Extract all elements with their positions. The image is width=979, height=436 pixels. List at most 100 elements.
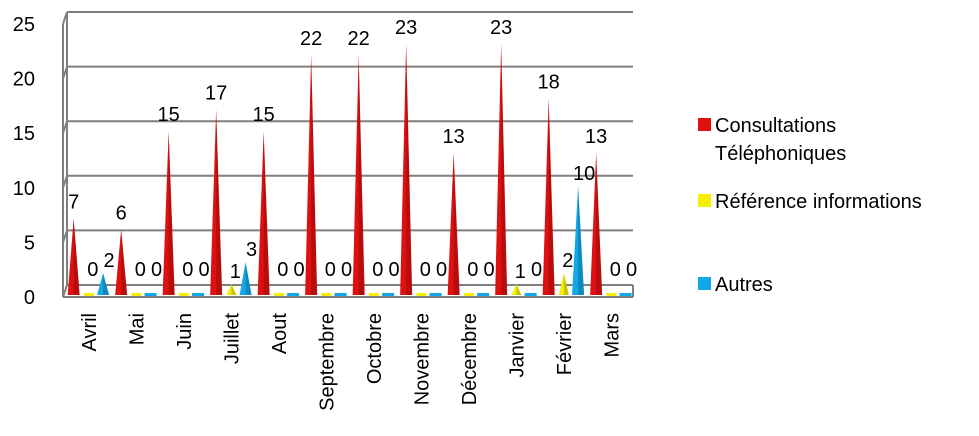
cone-flat-2-6 <box>382 293 395 296</box>
data-label: 0 <box>87 259 98 281</box>
axes <box>62 12 634 298</box>
x-tick-label: Juin <box>174 313 196 350</box>
cone-flat-1-11 <box>606 293 617 296</box>
data-label: 13 <box>443 126 465 148</box>
data-label: 1 <box>515 261 526 283</box>
cone-flat-1-8 <box>463 293 474 296</box>
cone-shade-1-9 <box>516 284 522 295</box>
cone-0-10 <box>542 98 555 295</box>
cone-0-7 <box>400 43 413 296</box>
cone-0-0 <box>67 218 80 295</box>
y-tick-label: 0 <box>24 287 35 309</box>
legend: Consultations Téléphoniques Référence in… <box>698 112 979 312</box>
legend-label-consultations: Consultations Téléphoniques <box>715 115 847 165</box>
cone-flat-2-11 <box>619 293 632 296</box>
cone-flat-2-2 <box>192 293 205 296</box>
cone-shade-0-2 <box>168 131 175 295</box>
cone-shade-1-3 <box>231 284 237 295</box>
data-label: 0 <box>182 259 193 281</box>
x-tick-label: Juillet <box>221 313 243 365</box>
data-label: 0 <box>626 259 637 281</box>
data-label: 0 <box>389 259 400 281</box>
data-label: 0 <box>372 259 383 281</box>
data-label: 23 <box>395 17 417 39</box>
cone-flat-2-8 <box>477 293 490 296</box>
cone-1-3 <box>226 284 237 295</box>
cone-flat-1-7 <box>416 293 427 296</box>
cone-flat-2-5 <box>334 293 347 296</box>
x-tick-label: Mai <box>126 313 148 345</box>
cone-flat-2-4 <box>287 293 300 296</box>
x-tick-label: Décembre <box>459 313 481 405</box>
cone-shade-0-10 <box>548 98 555 295</box>
cone-shade-1-10 <box>563 273 569 295</box>
data-label: 0 <box>325 259 336 281</box>
cone-shade-0-5 <box>311 54 318 296</box>
y-tick-label: 25 <box>13 14 35 36</box>
cone-1-10 <box>558 273 569 295</box>
cone-shade-0-9 <box>501 43 508 296</box>
data-label: 15 <box>253 104 275 126</box>
y-tick-label: 5 <box>24 232 35 254</box>
y-tick-label: 20 <box>13 69 35 91</box>
cone-shade-0-3 <box>216 109 223 295</box>
data-label: 23 <box>490 17 512 39</box>
cone-0-6 <box>352 54 365 296</box>
x-tick-labels: Avril Mai Juin Juillet Aout Septembre Octobre N… <box>79 313 624 411</box>
y-tick-label: 15 <box>13 123 35 145</box>
x-tick-label: Mars <box>601 313 623 357</box>
x-tick-label: Février <box>554 313 576 376</box>
data-label: 0 <box>199 259 210 281</box>
cone-0-4 <box>257 131 270 295</box>
legend-swatch-reference <box>698 194 711 207</box>
cone-flat-1-2 <box>178 293 189 296</box>
cone-shade-0-7 <box>406 43 413 296</box>
data-label: 0 <box>610 259 621 281</box>
cone-0-2 <box>162 131 175 295</box>
data-label: 2 <box>104 250 115 272</box>
cone-flat-2-7 <box>429 293 442 296</box>
x-tick-label: Septembre <box>316 313 338 411</box>
cone-flat-1-5 <box>321 293 332 296</box>
cone-shade-2-10 <box>578 185 585 295</box>
cone-2-10 <box>572 185 585 295</box>
data-label: 18 <box>538 71 560 93</box>
data-label: 0 <box>467 259 478 281</box>
data-label: 3 <box>246 239 257 261</box>
cone-shade-0-1 <box>121 229 128 295</box>
cone-0-8 <box>447 153 460 295</box>
cone-0-11 <box>590 153 603 295</box>
data-label: 2 <box>562 250 573 272</box>
legend-swatch-autres <box>698 277 711 290</box>
cone-0-3 <box>210 109 223 295</box>
cone-shade-0-11 <box>596 153 603 295</box>
cone-shade-0-0 <box>73 218 80 295</box>
data-label: 15 <box>158 104 180 126</box>
data-label: 22 <box>348 28 370 50</box>
cone-flat-1-0 <box>83 293 94 296</box>
data-label: 0 <box>135 259 146 281</box>
legend-swatch-consultations <box>698 118 711 131</box>
x-tick-label: Novembre <box>411 313 433 405</box>
cone-shade-2-0 <box>103 273 110 295</box>
data-label: 0 <box>277 259 288 281</box>
cone-2-0 <box>97 273 110 295</box>
cone-shade-0-8 <box>453 153 460 295</box>
data-label: 22 <box>300 28 322 50</box>
cone-shade-0-6 <box>358 54 365 296</box>
data-label: 6 <box>116 202 127 224</box>
data-label: 17 <box>205 82 227 104</box>
data-label: 0 <box>436 259 447 281</box>
cone-shade-0-4 <box>263 131 270 295</box>
x-tick-label: Aout <box>269 313 291 355</box>
data-label: 0 <box>531 259 542 281</box>
cone-0-1 <box>115 229 128 295</box>
cone-flat-2-9 <box>524 293 537 296</box>
data-label: 7 <box>68 192 79 214</box>
cone-0-9 <box>495 43 508 296</box>
cone-flat-2-1 <box>144 293 157 296</box>
x-tick-label: Avril <box>79 313 101 352</box>
cone-0-5 <box>305 54 318 296</box>
